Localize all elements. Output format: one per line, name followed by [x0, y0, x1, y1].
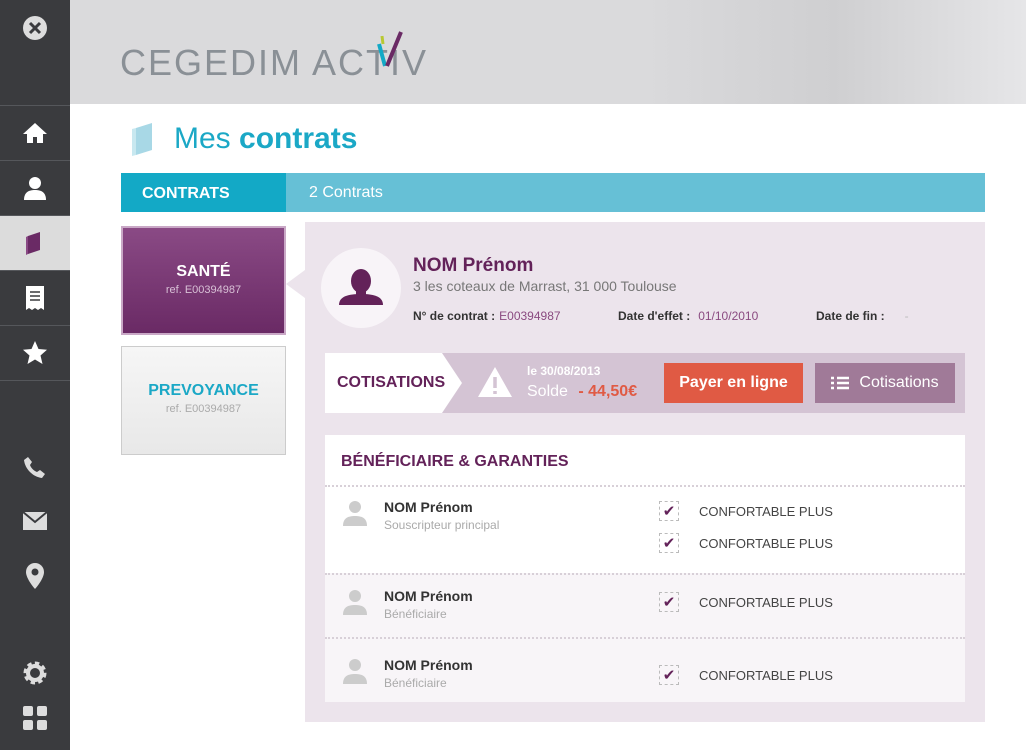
holder-name: NOM Prénom — [413, 255, 534, 276]
sidebar-item-location[interactable] — [0, 563, 70, 589]
location-pin-icon — [26, 563, 44, 589]
star-icon — [23, 341, 47, 364]
user-icon — [343, 590, 367, 615]
contract-detail-panel: NOM Prénom 3 les coteaux de Marrast, 31 … — [305, 222, 985, 722]
tab-bar: CONTRATS 2 Contrats — [121, 173, 985, 212]
cotisations-label: COTISATIONS — [337, 374, 446, 391]
mail-icon — [23, 512, 47, 530]
tab-contrats[interactable]: CONTRATS — [121, 173, 286, 212]
user-icon — [343, 501, 367, 526]
sidebar-item-home[interactable] — [0, 105, 70, 160]
warning-icon — [478, 367, 512, 397]
sidebar-item-settings[interactable] — [0, 660, 70, 686]
guarantee-checkbox[interactable]: ✔ — [659, 665, 679, 685]
sidebar — [0, 0, 70, 750]
user-icon — [343, 659, 367, 684]
logo: CEGEDIM ACTIV — [120, 31, 428, 84]
avatar — [321, 248, 401, 328]
list-icon — [831, 376, 850, 390]
sidebar-item-profile[interactable] — [0, 160, 70, 215]
balance: Solde - 44,50€ — [527, 383, 638, 400]
pay-online-button[interactable]: Payer en ligne — [664, 363, 803, 403]
beneficiary-row: NOM Prénom Bénéficiaire ✔ CONFORTABLE PLU… — [325, 637, 965, 702]
contract-ref: ref. E00394987 — [165, 403, 242, 415]
sidebar-item-favorites[interactable] — [0, 325, 70, 381]
contract-card-sante[interactable]: SANTÉ ref. E00394987 — [121, 226, 286, 335]
page-title: Mes contrats — [174, 122, 358, 155]
guarantee-checkbox[interactable]: ✔ — [659, 592, 679, 612]
effect-date: Date d'effet :01/10/2010 — [618, 309, 759, 323]
user-icon — [339, 269, 383, 305]
contract-card-prevoyance[interactable]: PREVOYANCE ref. E00394987 — [121, 346, 286, 455]
sidebar-item-apps[interactable] — [0, 706, 70, 730]
home-icon — [23, 123, 47, 143]
guarantee-checkbox[interactable]: ✔ — [659, 533, 679, 553]
beneficiary-row: NOM Prénom Bénéficiaire ✔ CONFORTABLE PLU… — [325, 573, 965, 637]
contract-book-icon — [26, 232, 40, 255]
sidebar-item-mail[interactable] — [0, 512, 70, 530]
grid-icon — [23, 706, 47, 730]
sidebar-item-contracts[interactable] — [0, 215, 70, 270]
contract-book-icon — [132, 123, 152, 156]
contract-number: N° de contrat : E00394987 — [413, 309, 561, 323]
receipt-icon — [26, 286, 44, 310]
sidebar-item-phone[interactable] — [0, 455, 70, 479]
contract-name: SANTÉ — [176, 263, 231, 280]
sidebar-item-receipts[interactable] — [0, 270, 70, 325]
beneficiaries-section: BÉNÉFICIAIRE & GARANTIES NOM Prénom Sous… — [325, 435, 965, 702]
phone-icon — [24, 457, 45, 478]
header-banner — [70, 0, 1026, 104]
selection-arrow — [286, 270, 305, 298]
close-icon — [23, 16, 47, 40]
close-button[interactable] — [0, 15, 70, 41]
gear-icon — [23, 661, 47, 685]
due-date: le 30/08/2013 — [527, 364, 601, 378]
holder-address: 3 les coteaux de Marrast, 31 000 Toulous… — [413, 278, 677, 294]
cotisations-list-button[interactable]: Cotisations — [815, 363, 955, 403]
contracts-count: 2 Contrats — [309, 184, 383, 201]
section-title: BÉNÉFICIAIRE & GARANTIES — [341, 453, 569, 470]
cotisations-bar: COTISATIONS le 30/08/2013 Solde - 44,50€… — [325, 353, 965, 413]
contract-ref: ref. E00394987 — [165, 284, 242, 296]
end-date: Date de fin :- — [816, 309, 909, 323]
beneficiary-row: NOM Prénom Souscripteur principal ✔ CONFO… — [325, 485, 965, 573]
guarantee-checkbox[interactable]: ✔ — [659, 501, 679, 521]
user-icon — [24, 177, 46, 200]
contract-name: PREVOYANCE — [148, 382, 259, 399]
